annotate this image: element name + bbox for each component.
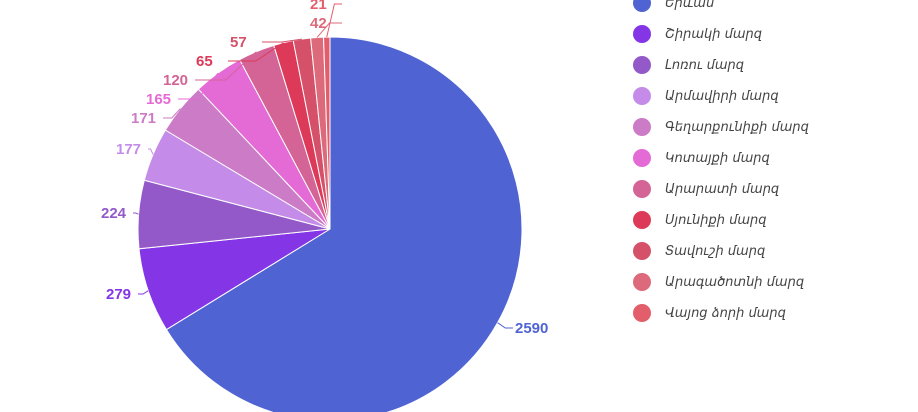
value-label: 2590	[515, 320, 548, 337]
legend-swatch	[633, 87, 651, 105]
legend-label: Շիրակի մարզ	[665, 26, 762, 42]
legend-item: Արմավիրի մարզ	[633, 86, 779, 106]
legend-item: Սյունիքի մարզ	[633, 210, 767, 230]
leader-line	[163, 108, 181, 119]
legend-label: Արարատի մարզ	[665, 181, 780, 197]
legend-swatch	[633, 149, 651, 167]
leader-line	[178, 72, 219, 100]
leader-lines	[133, 3, 513, 329]
legend-label: Գեղարքունիքի մարզ	[665, 119, 809, 135]
legend-item: Տավուշի մարզ	[633, 241, 765, 261]
value-labels: 2590 279 224 177 171 165 120 65 57 42 21	[101, 0, 548, 337]
legend-item: Արագածոտնի մարզ	[633, 272, 804, 292]
legend-swatch	[633, 25, 651, 43]
legend-label: Վայոց ձորի մարզ	[665, 305, 786, 321]
legend-item: Գեղարքունիքի մարզ	[633, 117, 809, 137]
value-label: 65	[196, 53, 213, 70]
value-label: 177	[116, 141, 141, 158]
value-label: 42	[310, 15, 327, 32]
value-label: 165	[146, 91, 171, 108]
legend-swatch	[633, 304, 651, 322]
legend-item: Վայոց ձորի մարզ	[633, 303, 786, 323]
leader-line	[326, 3, 342, 38]
legend-label: Երևան	[665, 0, 715, 11]
legend-item: Շիրակի մարզ	[633, 24, 762, 44]
legend-item: Լոռու մարզ	[633, 55, 744, 75]
leader-line	[138, 290, 149, 295]
value-label: 57	[230, 34, 247, 51]
legend-swatch	[633, 180, 651, 198]
value-label: 21	[310, 0, 327, 13]
legend-label: Տավուշի մարզ	[665, 243, 766, 259]
leader-line	[228, 42, 284, 62]
value-label: 120	[163, 72, 188, 89]
legend-swatch	[633, 0, 651, 12]
legend-swatch	[633, 242, 651, 260]
legend-label: Սյունիքի մարզ	[665, 212, 767, 228]
legend-label: Արագածոտնի մարզ	[665, 274, 805, 290]
legend-item: Կոտայքի մարզ	[633, 148, 770, 168]
legend-swatch	[633, 118, 651, 136]
leader-line	[262, 38, 302, 43]
leader-line	[148, 148, 154, 155]
legend-swatch	[633, 273, 651, 291]
value-label: 171	[131, 110, 156, 127]
legend-label: Արմավիրի մարզ	[665, 88, 779, 104]
legend-label: Լոռու մարզ	[665, 57, 745, 73]
legend-item: Երևան	[633, 0, 714, 13]
legend-swatch	[633, 56, 651, 74]
legend-label: Կոտայքի մարզ	[665, 150, 770, 166]
value-label: 279	[106, 286, 131, 303]
leader-line	[133, 212, 139, 215]
pie-slices	[137, 36, 523, 412]
legend-swatch	[633, 211, 651, 229]
leader-line	[497, 322, 513, 329]
value-label: 224	[101, 205, 127, 222]
legend-item: Արարատի մարզ	[633, 179, 779, 199]
